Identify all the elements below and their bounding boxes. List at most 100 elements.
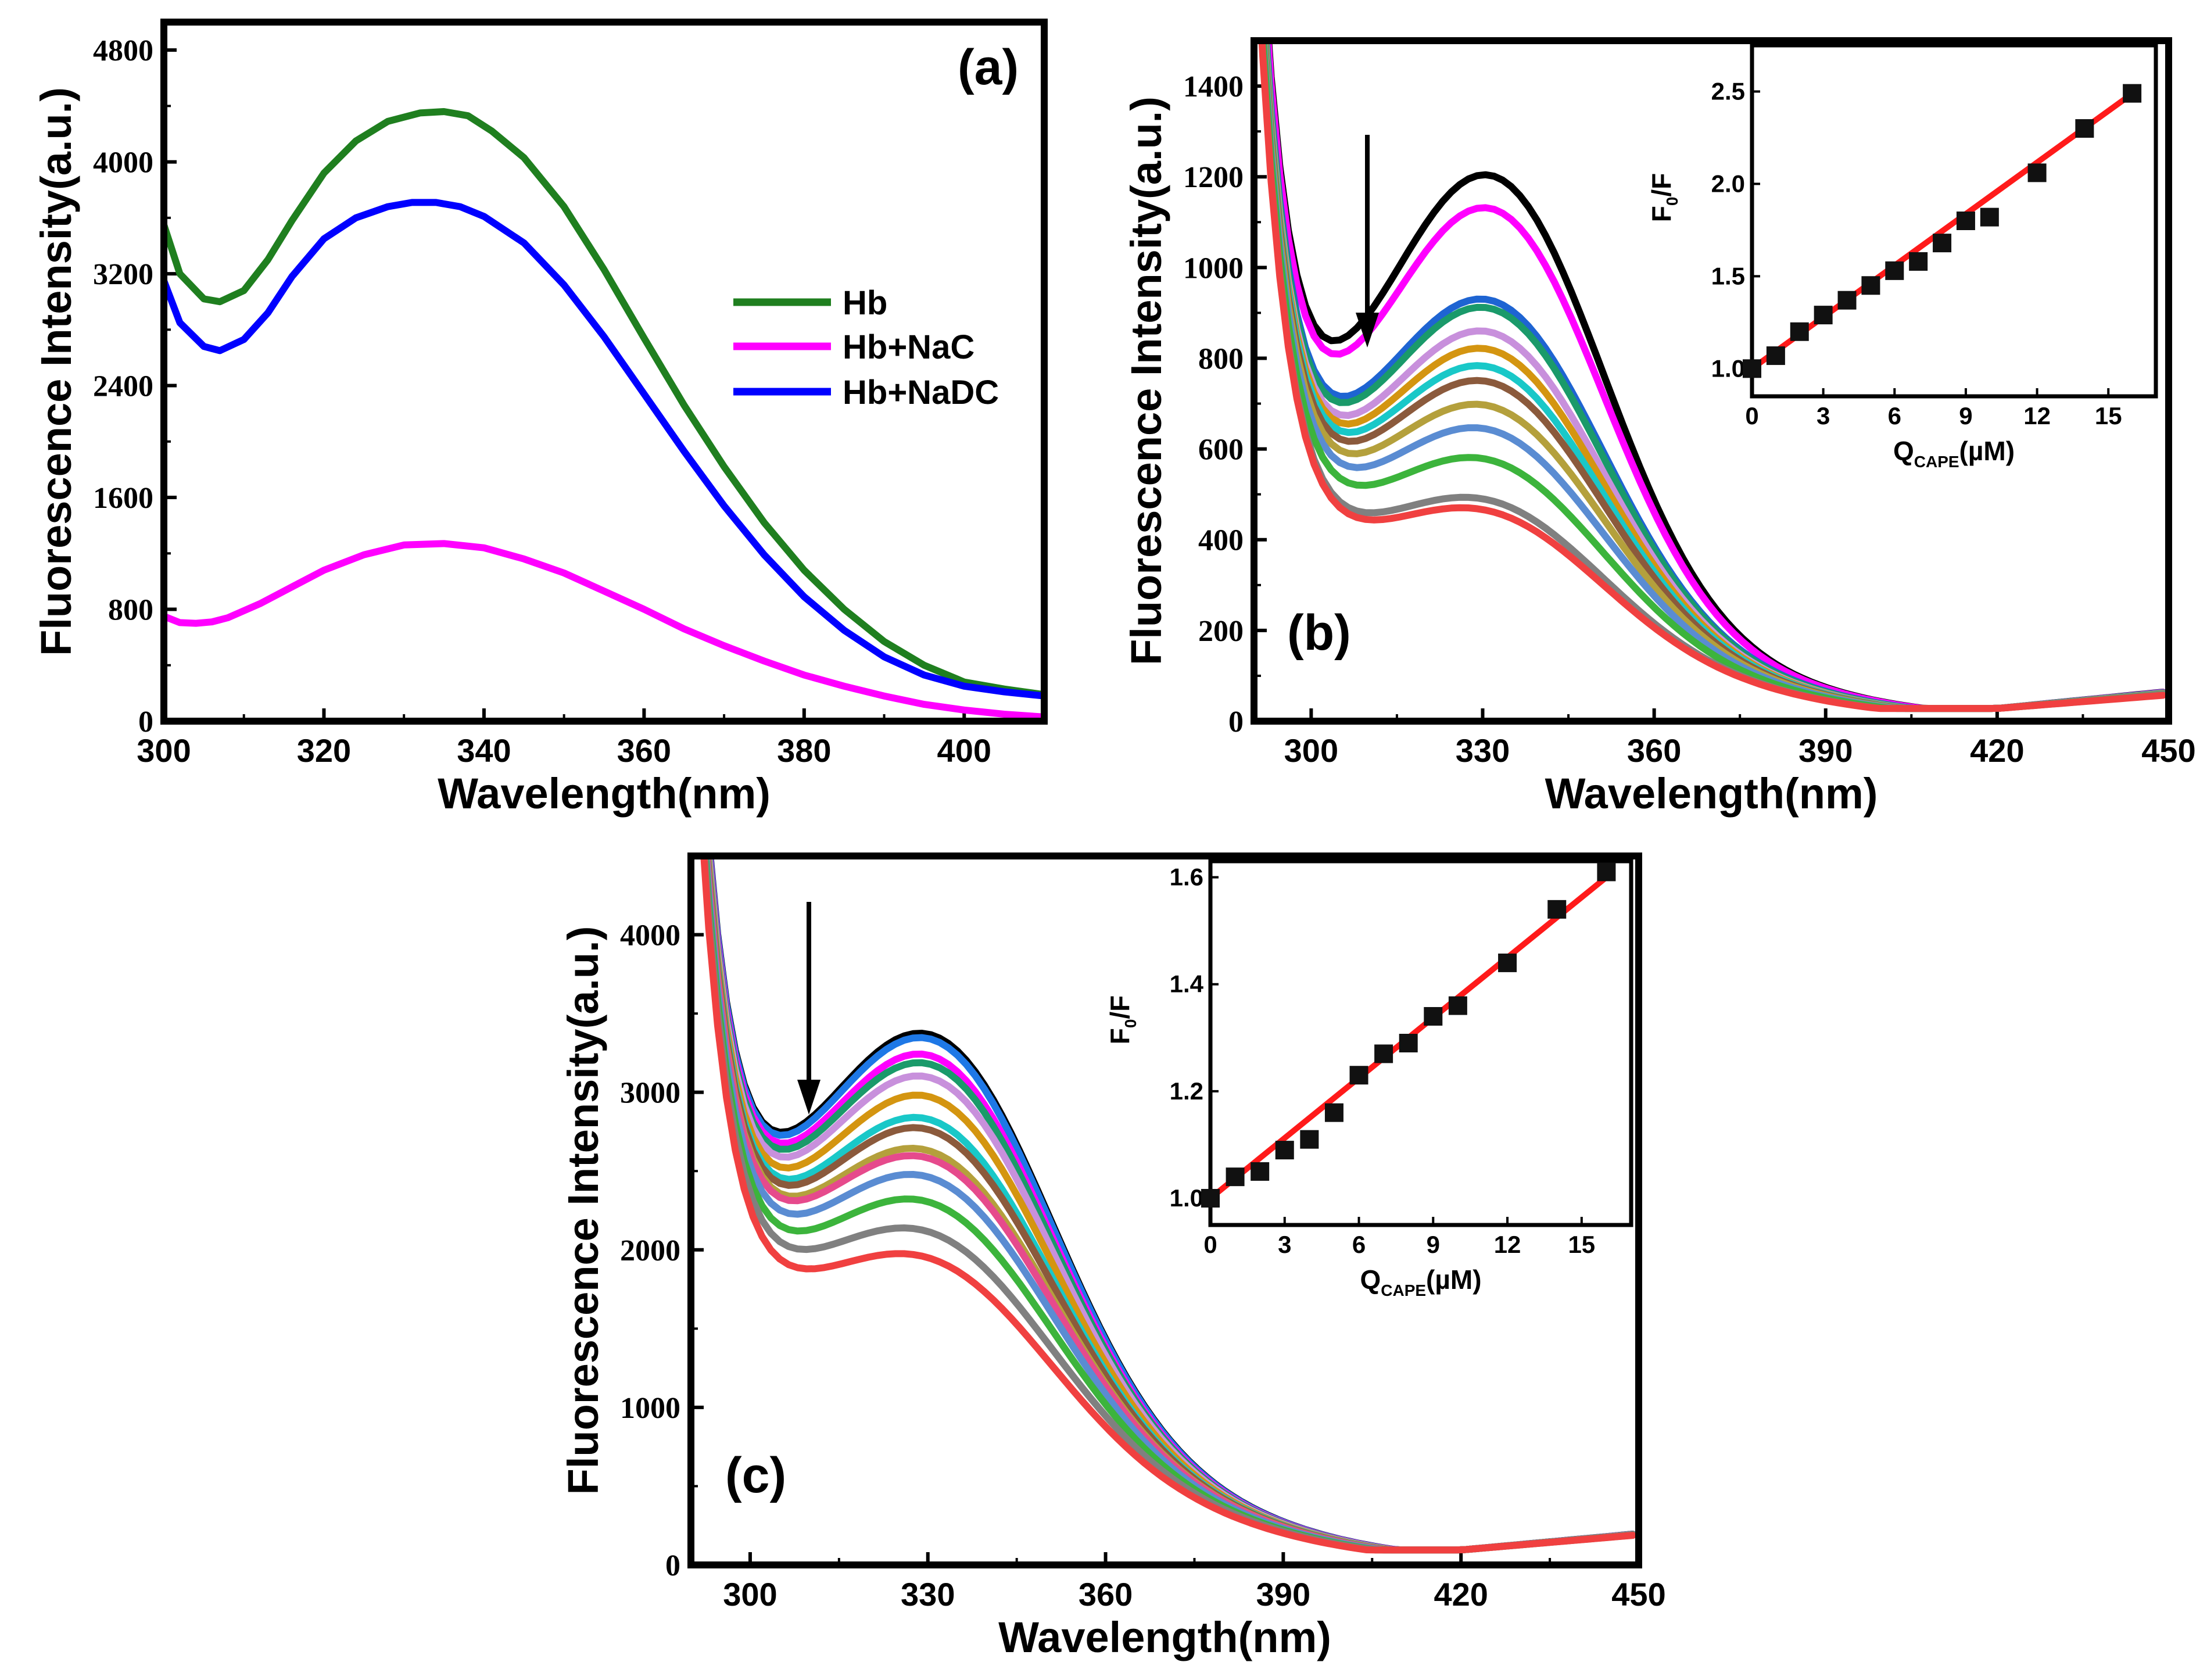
y-tick-label: 0	[138, 705, 153, 739]
panel-label: (b)	[1287, 605, 1351, 661]
y-tick-label: 0	[1228, 705, 1244, 739]
x-tick-label: 300	[1284, 732, 1338, 769]
inset-data-point	[1790, 322, 1809, 341]
inset-y-label-main: F	[1105, 1028, 1135, 1044]
inset-x-label-sub: CAPE	[1381, 1281, 1426, 1299]
inset-y-label-rest: /F	[1105, 995, 1135, 1019]
inset-y-tick-label: 1.0	[1170, 1184, 1203, 1212]
inset-y-tick-label: 1.2	[1170, 1077, 1203, 1105]
inset-data-point	[1885, 261, 1904, 280]
inset-data-point	[1956, 212, 1975, 230]
inset-x-tick-label: 3	[1817, 402, 1830, 429]
inset-data-point	[1275, 1141, 1294, 1160]
x-axis-label: Wavelength(nm)	[438, 769, 771, 818]
inset-data-point	[1743, 359, 1761, 378]
inset-data-point	[1448, 996, 1467, 1015]
inset-y-tick-label: 1.0	[1711, 354, 1745, 382]
inset-x-axis-label: QCAPE(µM)	[1360, 1265, 1481, 1299]
plot-frame	[687, 852, 1642, 1568]
x-tick-label: 400	[937, 732, 991, 769]
titration-curve	[700, 856, 1636, 1554]
y-tick-label: 2000	[620, 1234, 680, 1267]
inset-data-point	[1374, 1044, 1393, 1063]
y-tick-label: 1000	[1183, 252, 1244, 285]
inset-data-point	[2075, 119, 2094, 138]
inset-data-point	[1980, 207, 1999, 227]
y-tick-label: 200	[1198, 615, 1244, 648]
x-axis-label: Wavelength(nm)	[998, 1613, 1331, 1661]
inset-data-point	[1399, 1034, 1418, 1052]
inset-y-tick-label: 2.5	[1711, 77, 1745, 105]
inset-x-label-main: Q	[1360, 1265, 1381, 1295]
y-tick-label: 3000	[620, 1077, 680, 1110]
y-tick-label: 2400	[93, 370, 153, 403]
y-tick-label: 4000	[620, 919, 680, 952]
x-tick-label: 330	[1456, 732, 1510, 769]
inset-x-label-main: Q	[1893, 436, 1914, 466]
titration-curve	[704, 856, 1636, 1554]
x-axis-label: Wavelength(nm)	[1545, 769, 1878, 818]
inset-y-label-rest: /F	[1646, 173, 1676, 197]
titration-curve	[707, 856, 1636, 1554]
inset-data-point	[1861, 276, 1880, 295]
panel-label: (c)	[725, 1448, 786, 1503]
legend-label: Hb+NaC	[843, 328, 974, 366]
titration-curve	[703, 856, 1636, 1554]
inset-data-point	[1933, 234, 1952, 253]
y-tick-label: 800	[108, 594, 153, 627]
y-tick-label: 400	[1198, 524, 1244, 557]
y-tick-label: 4000	[93, 146, 153, 180]
inset-data-point	[1909, 252, 1928, 271]
inset-data-point	[1498, 953, 1517, 972]
inset-frame	[1750, 43, 2158, 399]
x-tick-label: 390	[1798, 732, 1853, 769]
x-tick-label: 300	[723, 1576, 777, 1613]
y-tick-label: 0	[665, 1549, 680, 1582]
y-tick-label: 1400	[1183, 70, 1244, 103]
x-tick-label: 320	[297, 732, 351, 769]
titration-curve	[705, 856, 1636, 1554]
y-tick-label: 4800	[93, 34, 153, 67]
x-tick-label: 420	[1970, 732, 2024, 769]
inset-y-label-sub: 0	[1122, 1019, 1140, 1029]
inset-data-point	[1300, 1130, 1319, 1149]
x-tick-label: 360	[1627, 732, 1681, 769]
inset-y-tick-label: 1.4	[1170, 970, 1204, 998]
x-tick-label: 390	[1256, 1576, 1310, 1613]
inset-y-tick-label: 2.0	[1711, 170, 1745, 197]
inset-x-tick-label: 0	[1745, 402, 1758, 429]
panel-b: 300 330 360 390 420 4500200400600800100012001…	[1122, 37, 2196, 818]
y-axis-label: Fluorescence Intensity(a.u.)	[559, 926, 607, 1495]
inset-x-tick-label: 0	[1203, 1231, 1217, 1258]
inset-x-axis-label: QCAPE(µM)	[1893, 436, 2015, 471]
quench-arrow-head	[1356, 313, 1379, 348]
inset-x-tick-label: 9	[1427, 1231, 1440, 1258]
titration-curve	[704, 856, 1636, 1554]
inset-y-label-sub: 0	[1663, 197, 1681, 206]
plot-frame	[1251, 37, 2172, 725]
inset-data-point	[1814, 306, 1833, 325]
inset-data-point	[1837, 291, 1857, 310]
inset-data-point	[2027, 163, 2047, 182]
inset-data-point	[1349, 1066, 1368, 1085]
inset-data-point	[1547, 900, 1567, 919]
inset-data-point	[1424, 1006, 1443, 1026]
inset-x-tick-label: 12	[1494, 1231, 1521, 1258]
inset-y-tick-label: 1.6	[1170, 864, 1203, 891]
titration-curve	[704, 856, 1636, 1554]
inset-x-tick-label: 15	[2095, 402, 2122, 429]
series-line-hb-nadc	[164, 199, 1044, 700]
panel-label: (a)	[958, 40, 1019, 95]
x-tick-label: 340	[457, 732, 511, 769]
inset-x-label-unit: (µM)	[1426, 1265, 1481, 1295]
y-axis-label: Fluorescence Intensity(a.u.)	[32, 87, 80, 656]
inset-data-point	[2123, 84, 2142, 103]
inset-y-axis-label: F0/F	[1646, 173, 1681, 223]
titration-curve	[1258, 41, 2167, 712]
quench-arrow-head	[797, 1080, 821, 1115]
inset-data-point	[1201, 1188, 1220, 1208]
x-tick-label: 450	[2141, 732, 2195, 769]
inset-x-label-sub: CAPE	[1914, 453, 1959, 471]
legend: Hb Hb+NaC Hb+NaDC	[733, 284, 999, 411]
